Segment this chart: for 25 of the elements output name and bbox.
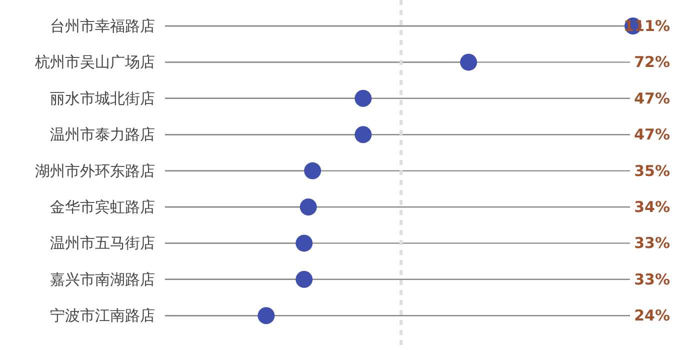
y-tick-label: 温州市泰力路店 bbox=[50, 126, 155, 144]
point bbox=[296, 270, 313, 288]
y-tick-label: 杭州市吴山广场店 bbox=[34, 53, 155, 72]
data-label: 35% bbox=[634, 162, 670, 180]
data-label: 47% bbox=[634, 126, 670, 144]
y-tick-label: 湖州市外环东路店 bbox=[35, 162, 155, 180]
data-label: 34% bbox=[634, 198, 670, 216]
point bbox=[300, 198, 317, 216]
data-label: 24% bbox=[634, 306, 670, 325]
y-tick-label: 金华市宾虹路店 bbox=[50, 198, 155, 216]
data-label: 72% bbox=[634, 53, 670, 72]
data-label: 47% bbox=[634, 89, 670, 108]
data-label: 33% bbox=[634, 270, 670, 288]
point bbox=[460, 54, 478, 71]
data-label: 33% bbox=[634, 234, 670, 252]
y-tick-label: 宁波市江南路店 bbox=[50, 306, 155, 325]
point bbox=[296, 234, 313, 252]
point bbox=[304, 162, 322, 180]
point bbox=[258, 307, 275, 324]
y-tick-label: 嘉兴市南湖路店 bbox=[50, 270, 155, 288]
point bbox=[354, 90, 372, 107]
point bbox=[354, 126, 372, 144]
y-tick-label: 温州市五马街店 bbox=[50, 234, 155, 252]
y-tick-label: 丽水市城北街店 bbox=[50, 89, 155, 108]
y-tick-label: 台州市幸福路店 bbox=[50, 17, 155, 35]
